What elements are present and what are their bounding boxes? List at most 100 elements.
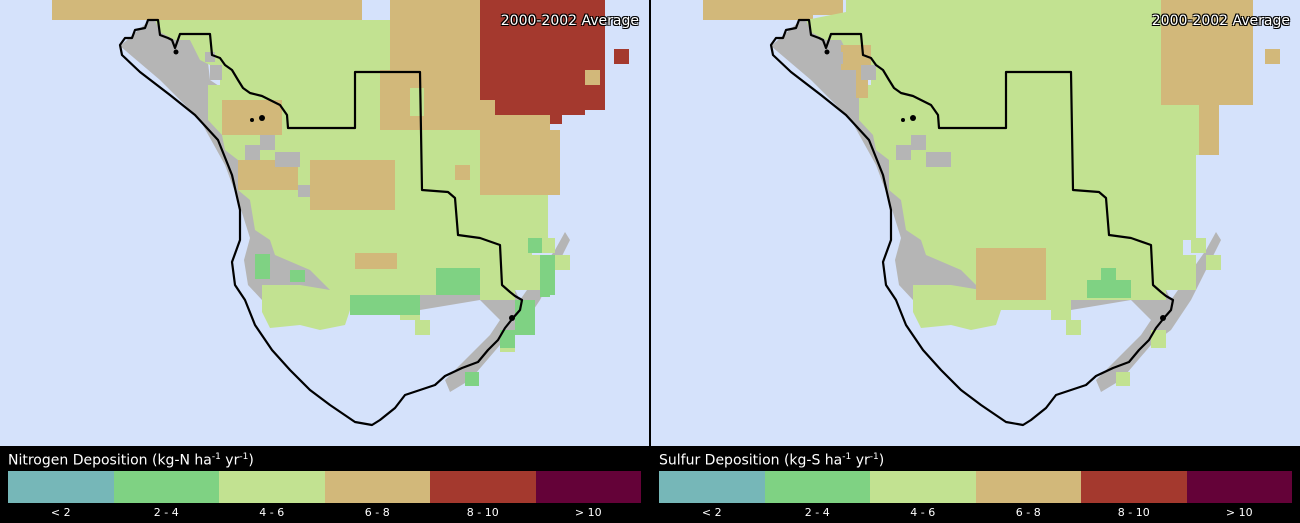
cell-6-8 xyxy=(480,130,560,195)
nitrogen-map-svg xyxy=(52,0,629,427)
legend-swatch xyxy=(8,471,114,503)
legend-tick-label: 6 - 8 xyxy=(1015,506,1041,519)
cell-2-4 xyxy=(1101,268,1116,280)
cell-6-8 xyxy=(976,248,1046,300)
cell-2-4 xyxy=(255,254,270,279)
cell-no-data xyxy=(861,65,876,80)
cell-8-10 xyxy=(614,49,629,64)
cell-2-4 xyxy=(436,268,480,295)
cell-4-6 xyxy=(410,88,424,116)
island xyxy=(901,118,905,122)
cell-4-6 xyxy=(1066,320,1081,335)
sulfur-legend: Sulfur Deposition (kg-S ha-1 yr-1) < 2 2… xyxy=(651,446,1300,523)
legend-tick-label: 4 - 6 xyxy=(259,506,285,519)
legend-swatch xyxy=(113,471,219,503)
cell-no-data xyxy=(245,145,260,160)
cell-2-4 xyxy=(465,372,479,386)
legend-swatch xyxy=(219,471,325,503)
coastal-boundary-line xyxy=(118,18,524,427)
legend-tick-label: 6 - 8 xyxy=(364,506,390,519)
legend-ticks: < 2 2 - 4 4 - 6 6 - 8 8 - 10 > 10 xyxy=(8,506,641,519)
legend-tick-label: < 2 xyxy=(50,506,71,519)
cell-no-data xyxy=(911,135,926,150)
island xyxy=(259,115,265,121)
cell-2-4 xyxy=(540,282,550,297)
legend-tick-label: 2 - 4 xyxy=(804,506,830,519)
sulfur-map: 2000-2002 Average xyxy=(651,0,1300,446)
legend-swatch xyxy=(1081,471,1187,503)
cell-6-8 xyxy=(455,165,470,180)
cell-no-data xyxy=(298,185,310,197)
cell-2-4 xyxy=(528,238,542,253)
cell-4-6 xyxy=(1191,238,1206,253)
cell-6-8 xyxy=(480,100,495,130)
cell-6-8 xyxy=(355,253,397,269)
legend-color-bar xyxy=(8,471,641,503)
cell-6-8 xyxy=(310,160,395,210)
legend-tick-label: < 2 xyxy=(701,506,722,519)
cell-2-4 xyxy=(500,330,515,348)
sulfur-map-svg xyxy=(703,0,1280,427)
cell-6-8 xyxy=(813,0,843,15)
cell-6-8 xyxy=(703,0,813,20)
sulfur-panel: 2000-2002 Average Sulfur Deposition (kg-… xyxy=(651,0,1300,523)
cell-8-10 xyxy=(495,100,585,115)
cell-6-8 xyxy=(390,0,480,70)
nitrogen-map: 2000-2002 Average xyxy=(0,0,649,446)
cell-no-data xyxy=(936,270,951,282)
legend-tick-label: 8 - 10 xyxy=(1117,506,1150,519)
legend-tick-label: 8 - 10 xyxy=(466,506,499,519)
cell-no-data xyxy=(205,52,215,62)
nitrogen-legend: Nitrogen Deposition (kg-N ha-1 yr-1) < 2… xyxy=(0,446,649,523)
island xyxy=(173,49,179,55)
cell-no-data xyxy=(210,65,222,80)
legend-title: Sulfur Deposition (kg-S ha-1 yr-1) xyxy=(659,452,885,469)
cell-6-8 xyxy=(222,100,282,135)
cell-2-4 xyxy=(290,270,305,282)
legend-swatch xyxy=(764,471,870,503)
legend-swatch xyxy=(535,471,641,503)
legend-swatch xyxy=(1186,471,1292,503)
legend-title: Nitrogen Deposition (kg-N ha-1 yr-1) xyxy=(8,452,254,469)
average-period-label: 2000-2002 Average xyxy=(1151,13,1290,29)
cell-6-8 xyxy=(495,115,550,130)
cell-2-4 xyxy=(515,300,535,335)
cell-2-4 xyxy=(350,295,420,315)
legend-tick-label: > 10 xyxy=(1225,506,1253,519)
legend-tick-label: > 10 xyxy=(574,506,602,519)
cell-6-8 xyxy=(52,0,362,20)
cell-8-10 xyxy=(480,0,605,110)
island xyxy=(250,118,254,122)
cell-4-6 xyxy=(806,0,1199,330)
average-period-label: 2000-2002 Average xyxy=(500,13,639,29)
cell-no-data xyxy=(831,52,843,64)
cell-4-6 xyxy=(1206,255,1221,270)
panel-divider xyxy=(649,0,651,523)
legend-color-bar xyxy=(659,471,1292,503)
cell-4-6 xyxy=(1116,372,1130,386)
cell-2-4 xyxy=(1087,280,1131,298)
cell-no-data xyxy=(896,145,911,160)
legend-tick-label: 4 - 6 xyxy=(910,506,936,519)
legend-swatch xyxy=(659,471,765,503)
legend-swatch xyxy=(324,471,430,503)
cell-6-8 xyxy=(1199,105,1219,155)
cell-4-6 xyxy=(555,255,570,270)
cell-4-6 xyxy=(540,238,555,253)
cell-4-6 xyxy=(415,320,430,335)
legend-tick-label: 2 - 4 xyxy=(153,506,179,519)
legend-swatch xyxy=(870,471,976,503)
cell-no-data xyxy=(926,152,951,167)
legend-swatch xyxy=(430,471,536,503)
legend-swatch xyxy=(975,471,1081,503)
cell-6-8 xyxy=(585,70,600,85)
cell-no-data xyxy=(275,152,300,167)
cell-6-8 xyxy=(380,70,480,130)
legend-ticks: < 2 2 - 4 4 - 6 6 - 8 8 - 10 > 10 xyxy=(659,506,1292,519)
cell-6-8 xyxy=(1265,49,1280,64)
cell-no-data xyxy=(260,135,275,150)
nitrogen-panel: 2000-2002 Average Nitrogen Deposition (k… xyxy=(0,0,649,523)
cell-6-8 xyxy=(1161,0,1253,105)
island xyxy=(910,115,916,121)
